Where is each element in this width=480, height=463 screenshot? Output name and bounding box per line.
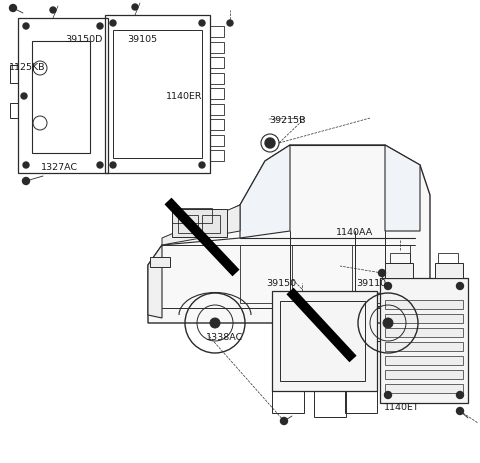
Text: 1140ET: 1140ET (384, 402, 420, 411)
Bar (172, 210, 227, 238)
Circle shape (227, 21, 233, 27)
Bar (32, 42, 90, 154)
Bar (385, 300, 463, 309)
Bar (210, 89, 224, 100)
Text: 1140ER: 1140ER (166, 91, 202, 100)
Bar (150, 257, 170, 268)
Circle shape (384, 283, 392, 290)
Circle shape (50, 8, 56, 14)
Bar (385, 384, 463, 393)
Bar (272, 391, 304, 413)
Bar (380, 278, 468, 403)
Polygon shape (148, 146, 430, 323)
Circle shape (265, 139, 275, 149)
Bar (345, 391, 377, 413)
Circle shape (383, 319, 393, 328)
Text: 39150: 39150 (266, 278, 297, 287)
Bar (210, 58, 224, 69)
Circle shape (21, 94, 27, 100)
Circle shape (210, 319, 220, 328)
Bar (385, 356, 463, 365)
Bar (280, 301, 365, 381)
Circle shape (23, 178, 29, 185)
Text: 39110: 39110 (356, 278, 386, 287)
Circle shape (199, 21, 205, 27)
Circle shape (456, 407, 464, 414)
Bar (178, 216, 198, 233)
Polygon shape (162, 206, 240, 245)
Bar (18, 19, 108, 174)
Bar (292, 245, 352, 303)
Bar (210, 27, 224, 38)
Bar (210, 104, 224, 115)
Circle shape (280, 418, 288, 425)
Circle shape (379, 270, 385, 277)
Text: 1338AC: 1338AC (206, 332, 244, 342)
Bar (113, 31, 202, 159)
Bar (355, 245, 410, 303)
Circle shape (23, 24, 29, 30)
Bar (385, 263, 413, 278)
Text: 39215B: 39215B (269, 116, 305, 125)
Bar (272, 291, 377, 391)
Polygon shape (148, 245, 162, 319)
Bar (314, 391, 346, 417)
Bar (202, 216, 220, 233)
Bar (172, 208, 212, 224)
Circle shape (384, 392, 392, 399)
Circle shape (456, 283, 464, 290)
Text: 1140AA: 1140AA (336, 228, 373, 237)
Text: 39150D: 39150D (65, 35, 102, 44)
Bar (385, 314, 463, 323)
Bar (385, 370, 463, 379)
Bar (210, 43, 224, 53)
Circle shape (23, 163, 29, 169)
Circle shape (110, 163, 116, 169)
Bar (210, 150, 224, 162)
Polygon shape (240, 146, 290, 238)
Circle shape (110, 21, 116, 27)
Circle shape (97, 163, 103, 169)
Bar (435, 263, 463, 278)
Bar (377, 307, 399, 341)
Circle shape (199, 163, 205, 169)
Bar (438, 253, 458, 263)
Circle shape (10, 6, 16, 13)
Circle shape (132, 5, 138, 11)
Polygon shape (385, 146, 420, 232)
Text: 39105: 39105 (127, 35, 157, 44)
Bar (210, 135, 224, 146)
Bar (390, 253, 410, 263)
Bar (385, 328, 463, 337)
Text: 1125KB: 1125KB (9, 63, 45, 72)
Bar (210, 120, 224, 131)
Bar (385, 342, 463, 351)
Circle shape (97, 24, 103, 30)
Bar (105, 16, 210, 174)
Text: 1327AC: 1327AC (41, 163, 78, 172)
Bar (240, 245, 290, 303)
Circle shape (456, 392, 464, 399)
Bar (210, 73, 224, 84)
